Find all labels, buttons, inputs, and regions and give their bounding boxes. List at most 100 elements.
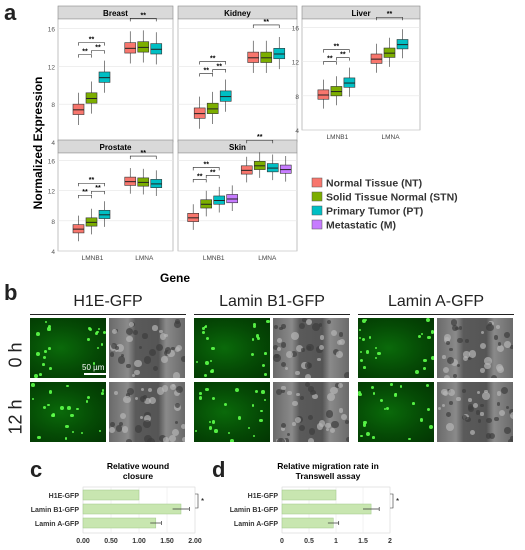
phase-cell bbox=[457, 337, 463, 344]
gfp-cell bbox=[48, 390, 53, 394]
phase-cell bbox=[139, 415, 144, 419]
phase-cell bbox=[441, 354, 446, 359]
gfp-cell bbox=[64, 437, 68, 440]
phase-image-r1-c0 bbox=[109, 382, 185, 442]
phase-cell bbox=[484, 362, 492, 370]
phase-cell bbox=[338, 338, 346, 346]
phase-cell bbox=[344, 419, 349, 424]
phase-cell bbox=[312, 393, 318, 400]
significance-label: ** bbox=[89, 37, 95, 44]
phase-cell bbox=[456, 397, 461, 402]
phase-cell bbox=[500, 387, 508, 395]
significance-label: ** bbox=[82, 189, 88, 196]
phase-cell bbox=[490, 374, 498, 378]
phase-cell bbox=[325, 428, 329, 432]
scale-bar-label: 50 µm bbox=[82, 363, 105, 372]
significance-label: * bbox=[201, 497, 204, 506]
gfp-cell bbox=[393, 393, 398, 397]
phase-cell bbox=[276, 338, 282, 343]
phase-cell bbox=[277, 438, 285, 442]
phase-cell bbox=[305, 318, 312, 325]
panel-label-a: a bbox=[4, 0, 17, 25]
phase-cell bbox=[445, 341, 450, 345]
gfp-cell bbox=[370, 385, 375, 390]
gfp-cell bbox=[372, 392, 376, 395]
legend-swatch bbox=[311, 219, 323, 230]
phase-cell bbox=[115, 344, 124, 353]
gfp-cell bbox=[365, 350, 369, 354]
gfp-cell bbox=[251, 338, 255, 341]
phase-cell bbox=[139, 396, 146, 403]
gfp-cell bbox=[98, 430, 101, 433]
gfp-image-r0-c2 bbox=[358, 318, 434, 378]
gfp-cell bbox=[100, 343, 104, 347]
phase-cell bbox=[479, 368, 485, 373]
gfp-cell bbox=[264, 351, 267, 355]
gfp-cell bbox=[45, 320, 48, 323]
gfp-cell bbox=[81, 431, 84, 434]
gfp-cell bbox=[66, 384, 69, 388]
phase-cell bbox=[148, 396, 156, 404]
significance-label: ** bbox=[95, 185, 101, 192]
gfp-cell bbox=[35, 331, 40, 336]
significance-label: ** bbox=[95, 45, 101, 52]
gfp-cell bbox=[363, 420, 368, 425]
gfp-cell bbox=[209, 359, 212, 363]
gfp-cell bbox=[248, 426, 251, 430]
gfp-cell bbox=[253, 322, 257, 326]
gfp-cell bbox=[263, 399, 266, 402]
phase-cell bbox=[143, 420, 151, 428]
gfp-image-r1-c2 bbox=[358, 382, 434, 442]
phase-cell bbox=[327, 392, 336, 401]
gfp-cell bbox=[214, 428, 218, 433]
gfp-cell bbox=[407, 437, 411, 441]
phase-cell bbox=[142, 395, 148, 400]
x-tick-label: 1 bbox=[334, 538, 338, 545]
phase-cell bbox=[172, 371, 181, 378]
gfp-cell bbox=[95, 331, 99, 335]
chart-title: Transwell assay bbox=[296, 471, 361, 481]
x-tick-label: LMNA bbox=[258, 255, 277, 262]
phase-cell bbox=[301, 348, 305, 352]
phase-cell bbox=[446, 423, 454, 431]
gfp-cell bbox=[265, 319, 270, 324]
x-tick-label: LMNB1 bbox=[203, 255, 225, 262]
phase-cell bbox=[496, 324, 500, 329]
gfp-cell bbox=[209, 421, 212, 424]
phase-cell bbox=[143, 356, 152, 365]
phase-cell bbox=[174, 321, 181, 328]
significance-label: ** bbox=[387, 11, 393, 18]
gfp-cell bbox=[88, 326, 92, 330]
gfp-cell bbox=[42, 363, 45, 366]
x-tick-label: 1.50 bbox=[160, 538, 174, 545]
significance-bracket bbox=[205, 175, 220, 179]
gfp-cell bbox=[89, 328, 93, 332]
significance-bracket bbox=[336, 57, 350, 61]
phase-cell bbox=[174, 403, 181, 409]
gfp-cell bbox=[48, 366, 52, 370]
legend-swatch bbox=[311, 205, 323, 216]
phase-cell bbox=[273, 354, 282, 362]
phase-cell bbox=[338, 332, 344, 338]
phase-cell bbox=[452, 324, 459, 332]
phase-cell bbox=[134, 397, 138, 401]
phase-cell bbox=[510, 411, 513, 420]
gfp-cell bbox=[252, 434, 256, 438]
y-tick-label: 12 bbox=[292, 60, 300, 67]
significance-bracket bbox=[246, 139, 274, 144]
x-tick-label: 1.00 bbox=[132, 538, 146, 545]
gfp-cell bbox=[101, 392, 104, 396]
phase-cell bbox=[461, 388, 466, 393]
phase-cell bbox=[114, 390, 119, 395]
panel-label-b: b bbox=[4, 280, 18, 305]
facet-title: Prostate bbox=[99, 143, 132, 152]
gfp-cell bbox=[418, 335, 422, 339]
phase-image-r0-c2 bbox=[437, 318, 513, 378]
phase-cell bbox=[438, 407, 442, 411]
phase-cell bbox=[109, 426, 116, 433]
gfp-cell bbox=[51, 413, 55, 417]
x-tick-label: LMNB1 bbox=[82, 255, 104, 262]
phase-cell bbox=[458, 326, 463, 330]
gfp-cell bbox=[362, 423, 367, 427]
y-tick-label: 8 bbox=[51, 102, 55, 109]
